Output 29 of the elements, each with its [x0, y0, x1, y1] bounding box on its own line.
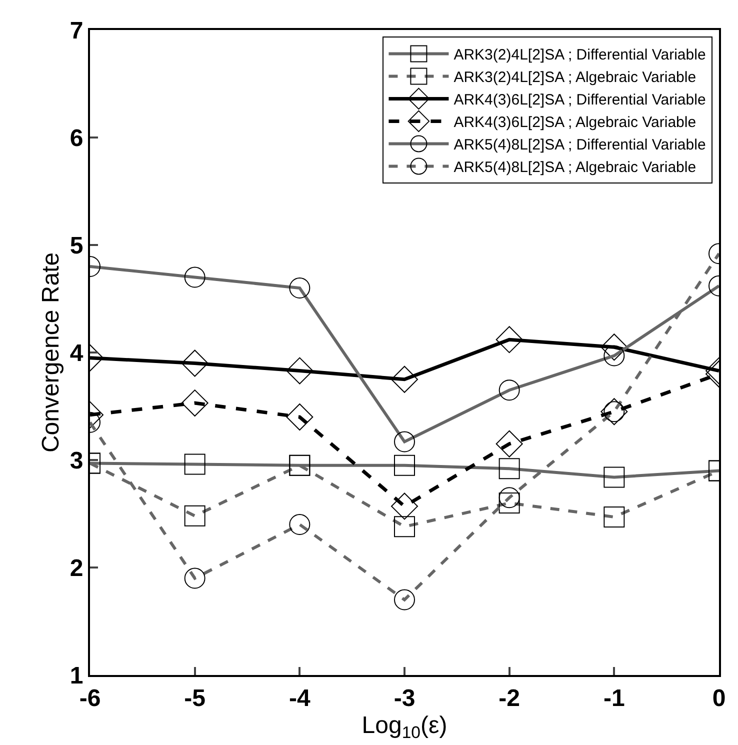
x-tick-label: -3 [394, 684, 416, 712]
x-tick-label: -1 [604, 684, 625, 712]
point [391, 366, 418, 393]
legend-label: ARK3(2)4L[2]SA ; Differential Variable [454, 46, 706, 64]
point [391, 492, 418, 520]
x-tick-label: -5 [184, 684, 206, 712]
point [181, 390, 208, 417]
y-tick-label: 3 [70, 447, 84, 474]
y-tick-label: 2 [70, 554, 84, 582]
legend-label: ARK4(3)6L[2]SA ; Differential Variable [454, 92, 706, 109]
legend-label: ARK3(2)4L[2]SA ; Algebraic Variable [454, 69, 696, 86]
x-tick-label: -2 [498, 684, 520, 712]
legend-label: ARK4(3)6L[2]SA ; Algebraic Variable [454, 114, 696, 132]
point [286, 404, 314, 430]
point [286, 357, 314, 384]
x-tick-label: -4 [289, 684, 311, 712]
y-tick-label: 5 [70, 232, 84, 260]
y-tick-label: 4 [70, 340, 84, 367]
legend-label: ARK5(4)8L[2]SA ; Differential Variable [454, 136, 706, 154]
point [496, 430, 523, 458]
point [496, 326, 523, 354]
x-axis-title: Log$_{10}$(ε) [362, 712, 448, 742]
point [600, 334, 628, 361]
y-tick-label: 6 [70, 124, 84, 152]
y-axis-title: Convergence Rate [37, 252, 64, 453]
x-tick-label: 0 [712, 684, 726, 712]
legend-label: ARK5(4)8L[2]SA ; Algebraic Variable [454, 159, 696, 176]
y-tick-label: 7 [70, 17, 84, 44]
point [181, 350, 208, 377]
